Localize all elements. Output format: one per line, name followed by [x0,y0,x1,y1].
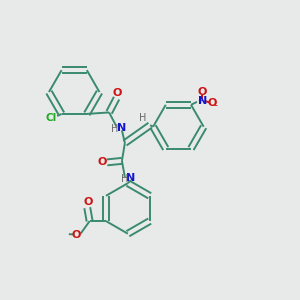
Text: O: O [72,230,81,240]
Text: O: O [112,88,122,98]
Text: +: + [198,98,203,104]
Text: -: - [213,100,218,110]
Text: N: N [126,173,136,183]
Text: N: N [198,96,207,106]
Text: Cl: Cl [46,113,57,123]
Text: H: H [111,124,119,134]
Text: N: N [117,123,127,133]
Text: H: H [121,174,128,184]
Text: O: O [207,98,217,108]
Text: O: O [97,157,106,167]
Text: H: H [139,113,146,123]
Text: O: O [83,197,92,207]
Text: O: O [198,87,207,97]
